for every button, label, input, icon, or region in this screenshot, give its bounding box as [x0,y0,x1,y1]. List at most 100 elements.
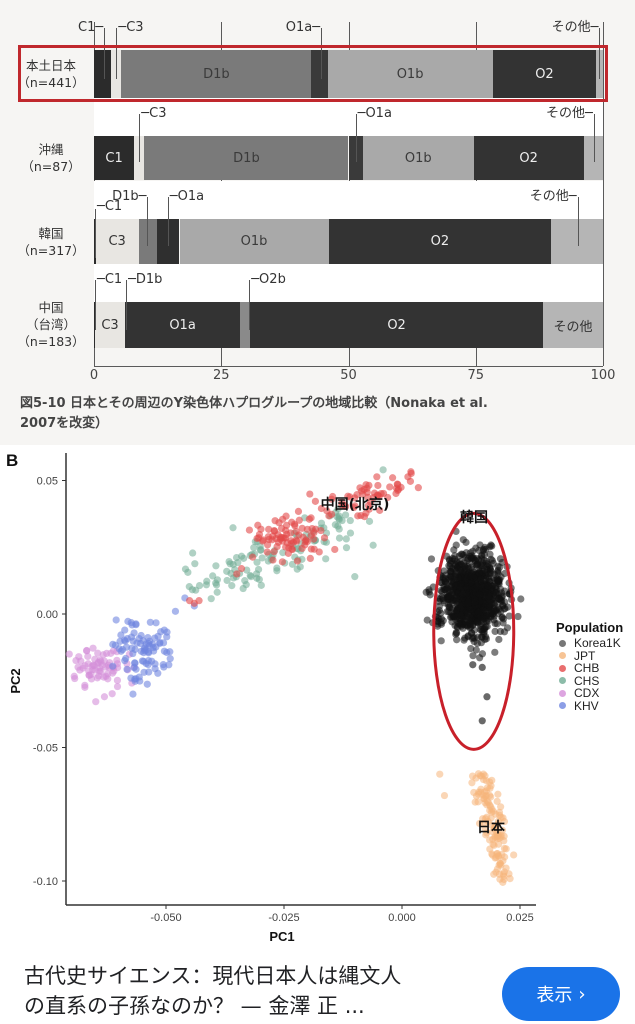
bar-segment-O1b: O1b [327,50,493,98]
chevron-right-icon: › [578,983,586,1005]
data-point [491,627,499,636]
data-point [242,581,250,589]
legend-item-chs: CHS [556,674,623,688]
data-point [472,646,480,654]
row-label-line: （n=441） [17,75,85,90]
data-point [462,549,470,557]
data-point [279,515,287,523]
data-point [317,526,325,535]
data-point [123,634,131,643]
data-point [253,558,261,566]
data-point [475,569,483,577]
data-point [303,525,311,533]
data-point [459,536,467,544]
annotation-china-beijing: 中国(北京) [321,496,390,513]
data-point [473,582,481,590]
data-point [195,597,203,605]
haplogroup-bar-chart: 0 25 50 75 100 本土日本 （n=441） D1b O1b O2 C1─ ─C3 O1a─ そ… [0,0,635,445]
data-point [464,598,472,606]
data-point [102,663,110,671]
legend-dot-icon [559,702,566,710]
gridline-100 [603,22,604,366]
callout-leader [321,28,322,79]
bar-segment-D1b: D1b [121,50,312,98]
data-point [373,473,381,481]
bar-segment-C3 [134,136,145,180]
data-point [493,850,501,858]
data-point [149,647,158,655]
data-point [81,683,89,691]
data-point [505,612,513,620]
show-button[interactable]: 表示 › [502,967,620,1021]
data-point [305,515,313,523]
data-point [254,565,263,574]
data-point [483,693,491,701]
data-point [480,576,488,584]
legend-dot-icon [559,689,566,697]
bar-segment-O2: O2 [492,50,597,98]
data-point [386,483,394,491]
y-tick-label: 0.05 [37,476,58,488]
legend-label: CHB [574,661,600,676]
data-point [341,511,350,519]
data-point [437,637,445,645]
callout-label: ─C3 [118,20,144,35]
data-point [441,577,449,585]
data-point [317,504,325,513]
y-axis-label: PC2 [8,668,23,693]
legend-dot-icon [559,639,566,647]
callout-label: ─C1 [97,272,123,287]
row-background [94,181,603,219]
legend-label: JPT [574,648,596,663]
legend-item-chb: CHB [556,661,623,676]
data-point [450,613,458,621]
data-point [160,647,169,655]
legend-title: Population [556,620,624,635]
x-axis-line [94,366,603,367]
row-background [94,264,603,302]
data-point [112,616,120,624]
data-point [483,813,491,821]
data-point [362,509,370,517]
data-point [258,554,266,562]
data-point [310,529,318,537]
data-point [498,593,506,601]
row-label-line: 本土日本 [25,58,76,73]
bar-segment-O2: O2 [473,136,584,180]
data-point [331,545,339,554]
data-point [487,541,495,549]
data-point [97,667,105,676]
data-point [438,593,446,601]
article-title-link[interactable]: 古代史サイエンス：現代日本人は縄文人 の直系の子孫なのか？ — 金澤 正 ... [24,961,484,1021]
callout-label: ─O2b [251,272,286,287]
legend-dot-icon [559,677,566,685]
legend-dot-icon [559,664,566,672]
data-point [490,870,498,878]
data-point [142,646,150,654]
data-point [499,615,508,623]
x-tick-label: 0.025 [506,912,534,924]
row-label-line: 中国 [38,300,64,315]
data-point [228,582,236,590]
data-point [133,639,141,647]
data-point [473,639,482,648]
data-point [366,498,375,506]
bar-segment-C1: C1 [94,136,135,180]
data-point [223,576,231,585]
data-point [292,527,300,536]
data-point [191,560,199,568]
y-tick-label: -0.10 [33,876,58,888]
data-point [488,821,496,829]
data-point [257,546,265,554]
data-point [247,573,255,581]
data-point [113,682,122,691]
data-point [171,607,180,615]
data-point [351,573,359,581]
data-point [471,598,479,606]
data-point [263,548,271,556]
data-point [87,675,96,683]
population-legend: Population Korea1K JPT CHB CHS CDX KHV [556,620,624,713]
callout-leader [95,280,97,330]
data-point [306,490,314,498]
bar-segment-O2b [240,302,251,348]
